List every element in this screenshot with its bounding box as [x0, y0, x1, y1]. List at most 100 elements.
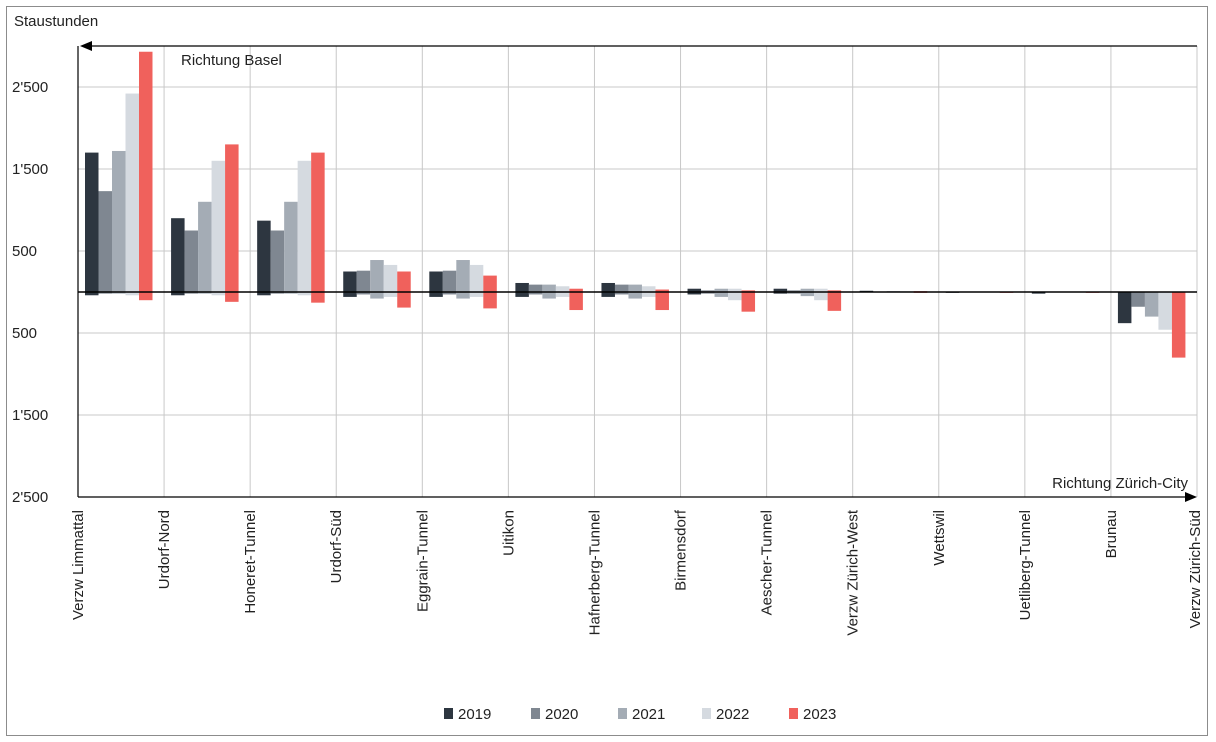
bar-zuerich-2019-7	[687, 292, 702, 295]
bar-basel-2020-4	[442, 270, 457, 292]
bar-zuerich-2020-0	[98, 292, 112, 294]
bar-zuerich-2020-1	[184, 292, 199, 294]
bar-basel-2023-3	[397, 271, 411, 292]
x-category-label: Hafnerberg-Tunnel	[586, 510, 603, 635]
bar-zuerich-2019-12	[1117, 292, 1132, 324]
bar-zuerich-2023-5	[569, 292, 583, 311]
bar-zuerich-2023-1	[225, 292, 239, 302]
bar-zuerich-2021-4	[456, 292, 470, 299]
bar-zuerich-2021-3	[370, 292, 384, 299]
bar-basel-2022-2	[297, 160, 312, 292]
bar-basel-2023-2	[311, 152, 325, 292]
bar-zuerich-2023-7	[741, 292, 756, 312]
y-tick-label: 1'500	[12, 161, 48, 178]
bar-zuerich-2023-12	[1171, 292, 1186, 358]
bar-basel-2021-7	[714, 288, 729, 292]
x-category-label: Verzw Limmattal	[70, 510, 87, 620]
bar-basel-2019-4	[429, 271, 443, 292]
x-category-label: Aescher-Tunnel	[759, 510, 776, 615]
bar-basel-2019-1	[171, 218, 185, 292]
arrow-head-zuerich	[1185, 492, 1197, 502]
bar-zuerich-2019-8	[773, 292, 788, 294]
bar-zuerich-2021-8	[800, 292, 815, 297]
bar-zuerich-2021-2	[284, 292, 298, 294]
legend-label-2022: 2022	[716, 706, 749, 723]
bar-zuerich-2021-7	[714, 292, 729, 297]
legend-swatch-2019	[444, 708, 453, 719]
x-category-label: Uetliberg-Tunnel	[1017, 510, 1034, 620]
chart-frame	[6, 6, 1208, 736]
y-tick-label: 500	[12, 325, 37, 342]
bar-basel-2022-5	[555, 286, 570, 292]
y-tick-label: 1'500	[12, 407, 48, 424]
legend-label-2021: 2021	[632, 706, 665, 723]
bar-basel-2020-5	[528, 284, 543, 292]
x-category-label: Birmensdorf	[673, 509, 690, 591]
bar-basel-2022-0	[125, 93, 139, 292]
bar-basel-2022-6	[641, 286, 656, 292]
bar-zuerich-2022-2	[297, 292, 312, 296]
bar-basel-2022-4	[469, 264, 484, 292]
bar-basel-2019-5	[515, 282, 529, 292]
bar-basel-2020-3	[356, 270, 371, 292]
bar-zuerich-2023-2	[311, 292, 325, 303]
x-category-label: Wettswil	[931, 510, 948, 566]
bar-zuerich-2019-0	[85, 292, 99, 296]
bar-zuerich-2022-6	[641, 292, 656, 297]
bar-basel-2023-4	[483, 275, 497, 292]
bar-zuerich-2019-6	[601, 292, 615, 297]
bar-zuerich-2023-8	[827, 292, 842, 311]
bar-zuerich-2023-3	[397, 292, 411, 308]
x-category-label: Urdorf-Süd	[328, 510, 345, 583]
annotation-richtung-zuerich: Richtung Zürich-City	[1052, 475, 1188, 492]
bar-zuerich-2022-0	[125, 292, 139, 296]
x-category-label: Uitikon	[500, 510, 517, 556]
legend-label-2019: 2019	[458, 706, 491, 723]
bar-basel-2023-1	[225, 144, 239, 292]
bar-basel-2023-8	[827, 290, 842, 292]
bar-zuerich-2020-12	[1131, 292, 1145, 307]
bar-zuerich-2019-11	[1031, 292, 1046, 294]
arrow-head-basel	[80, 41, 92, 51]
bar-basel-2021-1	[198, 201, 212, 292]
bar-basel-2022-8	[814, 288, 828, 292]
y-axis-title: Staustunden	[14, 13, 98, 30]
legend-swatch-2021	[618, 708, 627, 719]
bar-zuerich-2021-5	[542, 292, 556, 299]
bar-zuerich-2020-5	[528, 292, 543, 295]
bar-basel-2022-3	[383, 264, 398, 292]
bar-zuerich-2022-1	[211, 292, 226, 296]
bar-zuerich-2020-7	[701, 292, 715, 294]
bar-zuerich-2020-4	[442, 292, 457, 295]
bar-basel-2019-0	[85, 152, 99, 292]
bar-basel-2021-6	[628, 284, 642, 292]
bar-basel-2020-2	[270, 230, 285, 292]
x-category-label: Urdorf-Nord	[156, 510, 173, 589]
x-category-label: Brunau	[1103, 510, 1120, 558]
bar-basel-2022-7	[728, 288, 742, 292]
bar-basel-2021-8	[800, 288, 815, 292]
bar-zuerich-2022-12	[1158, 292, 1172, 330]
bar-zuerich-2021-0	[112, 292, 126, 294]
bar-zuerich-2019-4	[429, 292, 443, 297]
bar-basel-2019-3	[343, 271, 357, 292]
bar-basel-2019-2	[257, 220, 271, 292]
x-category-label: Eggrain-Tunnel	[414, 510, 431, 612]
bar-zuerich-2020-2	[270, 292, 285, 294]
legend-swatch-2022	[702, 708, 711, 719]
bar-zuerich-2020-8	[787, 292, 801, 294]
bar-basel-2019-8	[773, 288, 788, 292]
bar-basel-2023-6	[655, 289, 669, 292]
x-category-label: Verzw Zürich-Süd	[1187, 510, 1204, 628]
bar-basel-2020-0	[98, 191, 112, 292]
bar-basel-2022-1	[211, 160, 226, 292]
x-category-label: Verzw Zürich-West	[845, 509, 862, 635]
bar-zuerich-2019-3	[343, 292, 357, 297]
bar-zuerich-2020-6	[614, 292, 629, 295]
x-category-label: Honeret-Tunnel	[242, 510, 259, 614]
bar-basel-2020-1	[184, 230, 199, 292]
bar-basel-2019-7	[687, 288, 702, 292]
bar-basel-2019-6	[601, 282, 615, 292]
annotation-richtung-basel: Richtung Basel	[181, 52, 282, 69]
bar-basel-2021-5	[542, 284, 556, 292]
